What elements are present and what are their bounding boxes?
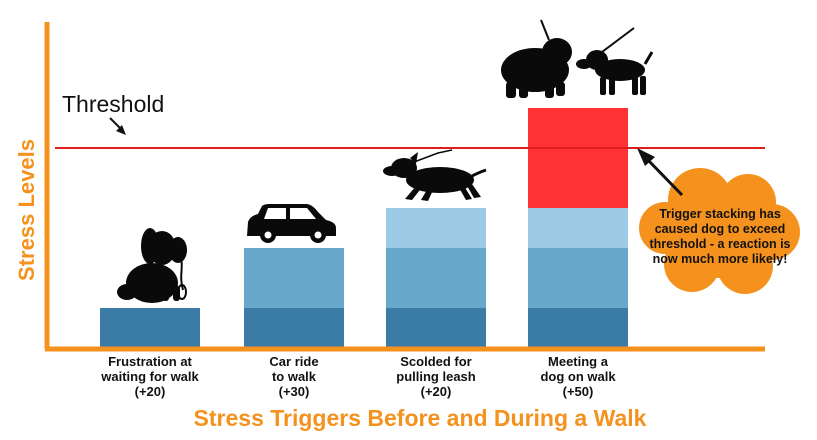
- annotation-arrow: [637, 148, 684, 197]
- x-axis-title: Stress Triggers Before and During a Walk: [194, 405, 647, 431]
- bar-segment-4-1: [528, 308, 628, 348]
- category-labels: Frustration at waiting for walk (+20) Car r…: [100, 354, 616, 399]
- bar-segment-4-3: [528, 208, 628, 248]
- sitting-dog-with-leash-icon: [117, 228, 187, 303]
- category-label-2: Car ride to walk (+30): [269, 354, 318, 399]
- bar-segment-3-1: [386, 308, 486, 348]
- pulling-dog-on-leash-icon: [383, 149, 487, 201]
- bar-segment-1-1: [100, 308, 200, 348]
- axes: [44, 22, 765, 352]
- category-label-4: Meeting a dog on walk (+50): [540, 354, 616, 399]
- car-icon: [247, 204, 336, 243]
- threshold-label: Threshold: [62, 91, 164, 117]
- y-axis-title: Stress Levels: [14, 139, 39, 281]
- annotation-text: Trigger stacking has caused dog to exceed…: [649, 207, 790, 266]
- category-label-3: Scolded for pulling leash (+20): [396, 354, 476, 399]
- bar-segment-2-1: [244, 308, 344, 348]
- annotation-cloud: Trigger stacking has caused dog to exceed…: [639, 168, 800, 294]
- bar-segment-3-3: [386, 208, 486, 248]
- bar-segment-2-2: [244, 248, 344, 308]
- two-dogs-meeting-icon: [501, 19, 654, 98]
- category-label-1: Frustration at waiting for walk (+20): [100, 354, 199, 399]
- threshold-pointer-arrow: [109, 117, 126, 135]
- bars-layer: [100, 108, 628, 348]
- bar-segment-4-2: [528, 248, 628, 308]
- bar-segment-4-4: [528, 108, 628, 208]
- bar-segment-3-2: [386, 248, 486, 308]
